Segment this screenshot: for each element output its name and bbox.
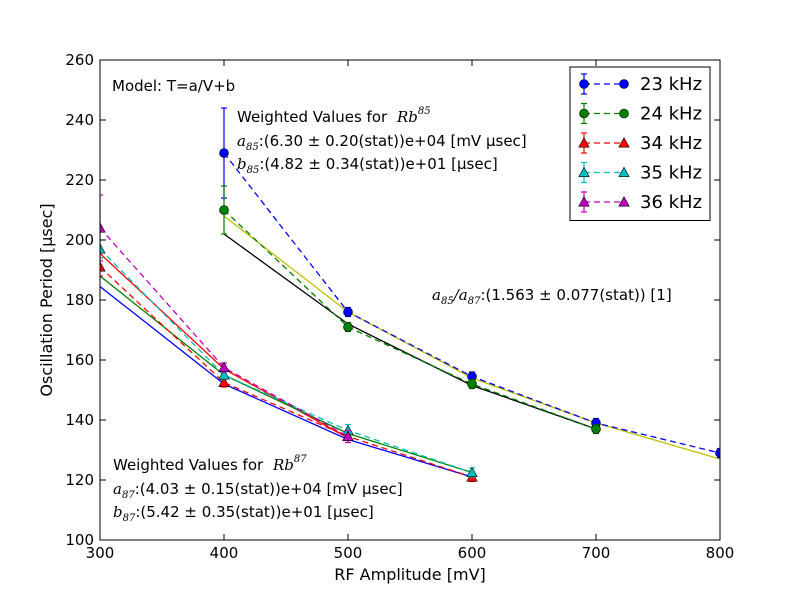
legend-marker bbox=[618, 196, 630, 207]
legend: 23 kHz 24 kHz 34 kHz 35 kHz 36 kHz bbox=[569, 66, 711, 221]
data-point bbox=[343, 307, 353, 317]
axis-ticks: 300 400 500 600 700 800 100 120 140 160 180 200 220 2… bbox=[65, 51, 734, 562]
rb85-symbol: Rb bbox=[396, 108, 418, 126]
rb85-a-label: a bbox=[237, 132, 246, 150]
rb87-title: Weighted Values for bbox=[113, 456, 264, 474]
legend-box bbox=[569, 66, 711, 221]
y-tick-label: 260 bbox=[65, 51, 94, 69]
rb87-b-value: :(5.42 ± 0.35(stat))e+01 [μsec] bbox=[135, 503, 373, 521]
rb85-b-sub: 85 bbox=[247, 165, 260, 176]
data-point bbox=[100, 243, 106, 254]
legend-marker bbox=[578, 196, 590, 207]
data-point bbox=[219, 148, 229, 158]
x-tick-label: 600 bbox=[458, 544, 487, 562]
svg-text:b87:(5.42 ± 0.35(stat))e+01 [μ: b87:(5.42 ± 0.35(stat))e+01 [μsec] bbox=[113, 503, 374, 524]
legend-marker bbox=[579, 79, 589, 89]
legend-marker bbox=[578, 166, 590, 177]
data-point bbox=[343, 322, 353, 332]
legend-item: 23 kHz bbox=[579, 73, 702, 95]
data-point bbox=[218, 369, 230, 380]
series-24-khz bbox=[219, 185, 601, 435]
x-tick-label: 400 bbox=[210, 544, 239, 562]
legend-label: 23 kHz bbox=[640, 74, 702, 95]
data-point bbox=[466, 466, 478, 477]
x-tick-label: 500 bbox=[334, 544, 363, 562]
svg-text:a87:(4.03 ± 0.15(stat))e+04 [m: a87:(4.03 ± 0.15(stat))e+04 [mV μsec] bbox=[113, 480, 403, 501]
x-tick-label: 800 bbox=[706, 544, 735, 562]
svg-text:a85:(6.30 ± 0.20(stat))e+04 [m: a85:(6.30 ± 0.20(stat))e+04 [mV μsec] bbox=[237, 132, 527, 153]
legend-label: 24 kHz bbox=[640, 104, 702, 125]
rb85-mass: 85 bbox=[418, 106, 431, 117]
rb87-a-label: a bbox=[113, 480, 122, 498]
x-tick-label: 300 bbox=[86, 544, 115, 562]
y-tick-label: 240 bbox=[65, 111, 94, 129]
data-point bbox=[342, 430, 354, 441]
data-point bbox=[100, 261, 106, 272]
rb85-title: Weighted Values for bbox=[237, 108, 388, 126]
legend-marker bbox=[578, 137, 590, 148]
data-point bbox=[100, 222, 106, 233]
legend-label: 36 kHz bbox=[640, 192, 702, 213]
y-tick-label: 200 bbox=[65, 231, 94, 249]
y-axis-label: Oscillation Period [μsec] bbox=[37, 203, 56, 396]
rb87-a-sub: 87 bbox=[122, 490, 135, 501]
legend-label: 35 kHz bbox=[640, 163, 702, 184]
rb85-b-label: b bbox=[237, 155, 247, 173]
series-line bbox=[100, 248, 473, 474]
ratio-annotation: a85/a87:(1.563 ± 0.077(stat)) [1] bbox=[432, 286, 672, 307]
legend-marker bbox=[618, 166, 630, 177]
rb85-a-sub: 85 bbox=[246, 142, 259, 153]
data-point bbox=[218, 361, 230, 372]
series-line bbox=[100, 227, 349, 438]
legend-item: 24 kHz bbox=[579, 102, 702, 125]
legend-label: 34 kHz bbox=[640, 133, 702, 154]
y-tick-label: 220 bbox=[65, 171, 94, 189]
data-point bbox=[467, 379, 477, 389]
rb87-mass: 87 bbox=[294, 454, 307, 465]
legend-marker bbox=[579, 108, 589, 119]
svg-text:Weighted Values for Rb87: Weighted Values for Rb87 bbox=[113, 454, 307, 474]
series-line bbox=[100, 266, 473, 478]
svg-text:b85:(4.82 ± 0.34(stat))e+01 [μ: b85:(4.82 ± 0.34(stat))e+01 [μsec] bbox=[237, 155, 498, 176]
x-tick-label: 700 bbox=[582, 544, 611, 562]
rb87-b-label: b bbox=[113, 503, 123, 521]
legend-item: 35 kHz bbox=[578, 161, 702, 184]
y-tick-label: 180 bbox=[65, 291, 94, 309]
model-annotation: Model: T=a/V+b bbox=[112, 77, 235, 95]
y-tick-label: 160 bbox=[65, 351, 94, 369]
y-tick-label: 120 bbox=[65, 471, 94, 489]
fit-line bbox=[223, 233, 597, 430]
rb85-b-value: :(4.82 ± 0.34(stat))e+01 [μsec] bbox=[259, 155, 497, 173]
rb85-a-value: :(6.30 ± 0.20(stat))e+04 [mV μsec] bbox=[259, 132, 527, 150]
y-tick-label: 100 bbox=[65, 531, 94, 549]
fit-line bbox=[100, 285, 473, 478]
data-point bbox=[591, 424, 601, 434]
rb87-a-value: :(4.03 ± 0.15(stat))e+04 [mV μsec] bbox=[135, 480, 403, 498]
rb87-annotation: Weighted Values for Rb87 a87:(4.03 ± 0.1… bbox=[113, 454, 403, 524]
y-tick-label: 140 bbox=[65, 411, 94, 429]
svg-text:Weighted Values for Rb85: Weighted Values for Rb85 bbox=[237, 106, 431, 126]
data-series bbox=[100, 107, 720, 483]
data-point bbox=[218, 376, 230, 387]
data-point bbox=[715, 448, 720, 458]
rb85-annotation: Weighted Values for Rb85 a85:(6.30 ± 0.2… bbox=[237, 106, 527, 176]
legend-marker bbox=[619, 108, 629, 119]
x-axis-label: RF Amplitude [mV] bbox=[334, 565, 486, 584]
legend-marker bbox=[618, 137, 630, 148]
legend-item: 34 kHz bbox=[578, 132, 702, 154]
rb87-b-sub: 87 bbox=[123, 513, 136, 524]
legend-marker bbox=[619, 79, 629, 89]
series-line bbox=[223, 209, 597, 430]
legend-item: 36 kHz bbox=[578, 191, 702, 213]
series-36-khz bbox=[100, 194, 354, 444]
rb87-symbol: Rb bbox=[272, 456, 294, 474]
data-point bbox=[219, 205, 229, 215]
